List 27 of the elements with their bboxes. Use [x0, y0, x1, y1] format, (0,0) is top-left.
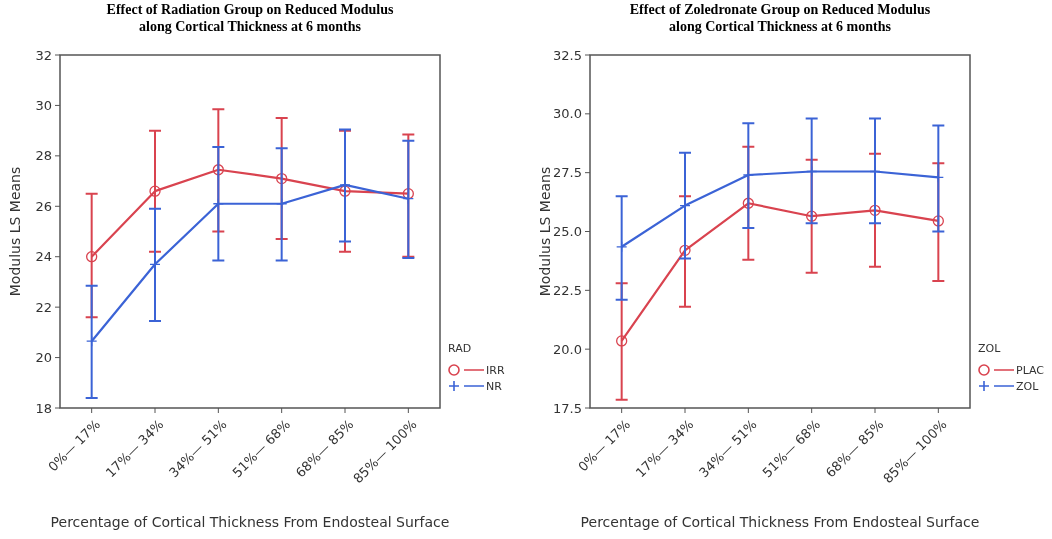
y-tick-label: 24: [35, 249, 52, 265]
legend-title: RAD: [448, 342, 472, 355]
x-axis-title: Percentage of Cortical Thickness From Endosteal Surface: [580, 514, 980, 530]
legend-label: PLAC: [1016, 363, 1045, 377]
y-tick-label: 22: [35, 299, 52, 315]
y-tick-label: 20: [35, 350, 52, 366]
x-axis-title: Percentage of Cortical Thickness From Endosteal Surface: [50, 514, 450, 530]
y-tick-label: 26: [35, 198, 52, 214]
y-tick-label: 17.5: [553, 400, 582, 416]
chart-title: Effect of Zoledronate Group on Reduced Modulus along Cortical Thickness at 6 months: [629, 2, 931, 34]
y-tick-label: 18: [35, 400, 52, 416]
y-axis-title: Modulus LS Means: [7, 166, 23, 297]
y-tick-label: 30: [35, 97, 52, 113]
legend-title: ZOL: [978, 342, 1002, 355]
legend-label: IRR: [486, 363, 505, 377]
y-tick-label: 20.0: [553, 341, 582, 357]
legend-label: ZOL: [1016, 379, 1040, 393]
y-tick-label: 25.0: [553, 224, 582, 240]
chart-title: Effect of Radiation Group on Reduced Modulus along Cortical Thickness at 6 months: [106, 2, 394, 34]
y-tick-label: 30.0: [553, 106, 582, 122]
y-axis-title: Modulus LS Means: [537, 166, 553, 297]
legend-label: NR: [486, 379, 503, 393]
y-tick-label: 27.5: [553, 165, 582, 181]
y-tick-label: 32: [35, 47, 52, 63]
y-tick-label: 22.5: [553, 282, 582, 298]
y-tick-label: 32.5: [553, 47, 582, 63]
y-tick-label: 28: [35, 148, 52, 164]
